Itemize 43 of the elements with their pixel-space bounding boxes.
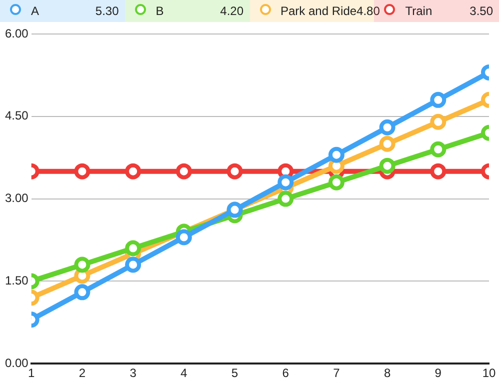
x-tick-label: 2 — [78, 366, 86, 380]
x-tick-label: 1 — [28, 366, 36, 380]
legend-label: Park and Ride — [280, 4, 357, 18]
legend-label: A — [30, 4, 40, 18]
x-tick-label: 6 — [282, 366, 290, 380]
point — [328, 174, 344, 190]
text: 4.20 — [220, 4, 244, 18]
point — [379, 119, 396, 136]
point — [328, 146, 344, 163]
x-tick-label: 8 — [384, 366, 391, 380]
point — [125, 163, 142, 180]
point — [125, 240, 142, 256]
point — [226, 163, 243, 180]
legend-label: Train — [404, 4, 432, 18]
point — [379, 158, 396, 174]
point — [176, 163, 192, 180]
y-tick-label: 3.00 — [4, 191, 29, 206]
text: 3.50 — [470, 4, 493, 18]
y-tick-label: 4.50 — [4, 108, 29, 123]
x-tick-label: 4 — [180, 366, 188, 380]
point — [379, 136, 396, 152]
y-tick-label: 0.00 — [4, 356, 29, 370]
point — [176, 229, 192, 246]
point — [278, 174, 294, 190]
text: 4.80 — [356, 4, 380, 18]
x-tick-label: 10 — [482, 366, 496, 380]
point — [430, 114, 446, 130]
x-tick-label: 9 — [434, 366, 442, 380]
point — [74, 163, 90, 180]
text: 5.30 — [95, 4, 119, 18]
point — [430, 141, 446, 158]
point — [430, 92, 446, 108]
y-tick-label: 1.50 — [4, 274, 29, 288]
y-tick-label: 6.00 — [4, 26, 29, 40]
legend-label: B — [154, 4, 164, 18]
point — [278, 190, 294, 207]
x-tick-label: 7 — [333, 366, 340, 380]
point — [125, 256, 142, 273]
point — [74, 256, 90, 273]
point — [74, 284, 90, 300]
x-tick-label: 5 — [231, 366, 238, 380]
point — [430, 163, 446, 180]
x-tick-label: 3 — [130, 366, 137, 380]
